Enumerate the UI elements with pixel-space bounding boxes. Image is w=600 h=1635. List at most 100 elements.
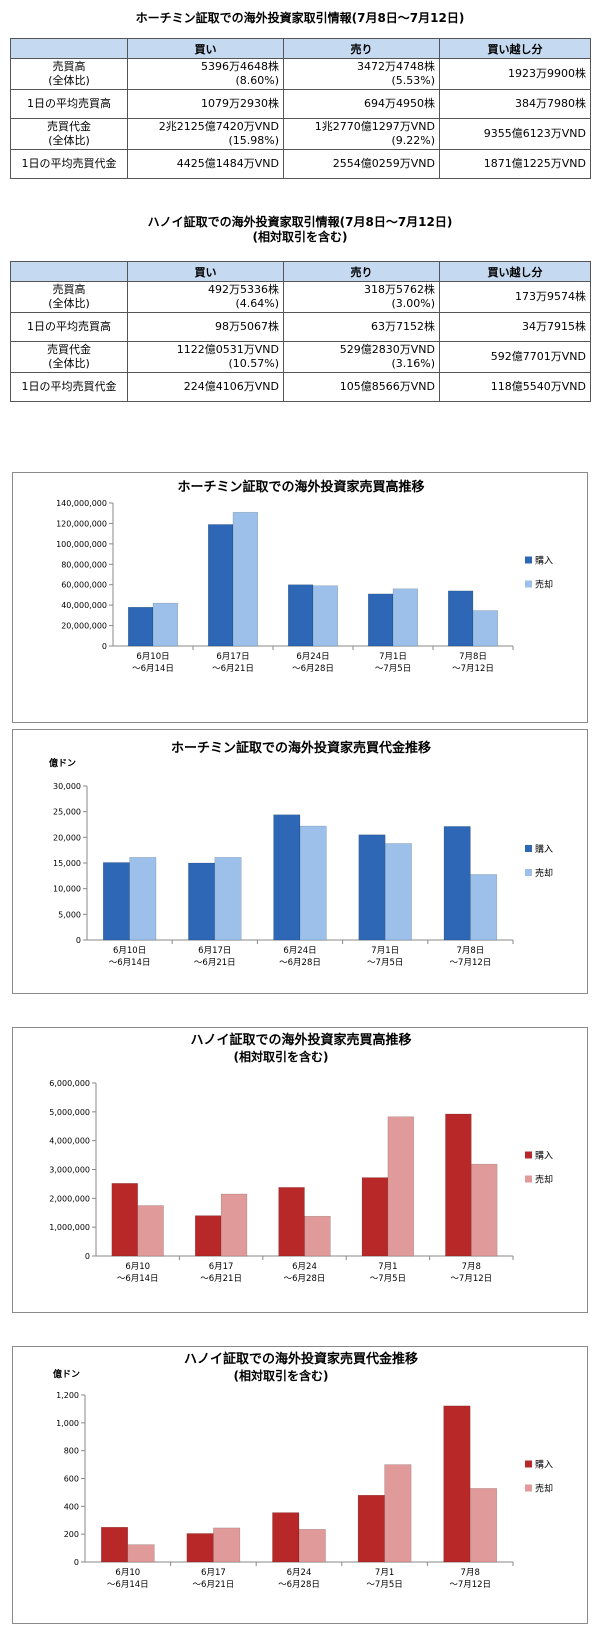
bar-sell [232,511,259,647]
legend-label: 売却 [535,867,553,879]
y-tick-label: 20,000 [53,833,81,842]
bar-sell [304,1215,331,1257]
bar-buy [102,862,130,941]
x-tick-label: ～6月28日 [279,958,321,968]
chart-title: ハノイ証取での海外投資家売買代金推移 [184,1351,418,1367]
hcm-volume-chart-svg: ホーチミン証取での海外投資家売買高推移 0 20,000,000 40,000,000… [56,479,553,674]
legend-swatch [525,1151,532,1159]
hcm-table-title: ホーチミン証取での海外投資家取引情報(7月8日～7月12日) [135,11,465,25]
bar-sell [220,1193,248,1257]
row-label: 1日の平均売買代金 [10,372,128,402]
bar-sell [384,1464,412,1563]
bar-sell [392,588,419,647]
hcm-value-chart: ホーチミン証取での海外投資家売買代金推移 億ドン 0 5,000 10,000 15,00… [12,729,588,994]
y-tick-label: 15,000 [53,859,81,868]
bar-sell [129,857,157,941]
net-cell: 9355億6123万VND [439,118,591,150]
net-cell: 173万9574株 [439,281,591,313]
row-label: 1日の平均売買高 [10,312,128,342]
buy-cell: 1079万2930株 [127,89,284,119]
net-cell: 34万7915株 [439,312,591,342]
chart-subtitle: (相対取引を含む) [234,1368,329,1383]
bar-buy [287,584,314,647]
bar-buy [273,814,301,941]
y-tick-label: 1,200 [56,1391,79,1400]
sell-cell: 63万7152株 [283,312,440,342]
x-tick-label: 6月10日 [136,652,169,662]
x-tick-label: ～7月12日 [450,958,492,968]
y-tick-label: 40,000,000 [61,601,107,610]
bar-buy [186,1533,214,1563]
x-tick-label: ～6月14日 [132,664,174,674]
net-cell: 1923万9900株 [439,58,591,90]
header-blank [10,38,128,59]
x-tick-label: ～6月21日 [194,958,236,968]
x-tick-label: ～6月21日 [200,1274,242,1284]
sell-cell: 2554億0259万VND [283,149,440,179]
x-tick-label: ～7月5日 [375,664,411,674]
bar-sell [137,1205,164,1257]
x-tick-label: 7月1日 [379,652,407,662]
legend-swatch [525,845,532,852]
bar-sell [299,825,327,941]
legend-swatch [525,869,532,876]
x-tick-label: ～6月14日 [117,1274,159,1284]
bar-sell [298,1529,326,1563]
bar-buy [447,590,474,647]
x-tick-label: ～7月5日 [366,1580,402,1590]
y-tick-label: 10,000 [53,885,81,894]
x-tick-label: 6月24日 [296,652,329,662]
y-tick-label: 100,000,000 [56,540,107,549]
legend-swatch [525,556,532,564]
table-row: 1日の平均売買高 98万5067株 63万7152株 34万7915株 [10,312,591,342]
bar-buy [101,1526,129,1563]
legend-label: 購入 [535,1150,553,1162]
x-tick-label: ～7月5日 [370,1274,406,1284]
y-tick-label: 200 [64,1530,79,1539]
bar-sell [387,1116,415,1257]
bar-sell [214,857,242,941]
buy-cell: 492万5336株 (4.64%) [127,281,284,313]
legend-label: 購入 [535,1459,553,1471]
bar-buy [367,593,394,647]
hn-value-chart: ハノイ証取での海外投資家売買代金推移 (相対取引を含む) 億ドン 0 200 400 600… [12,1346,588,1624]
legend-swatch [525,1175,532,1183]
x-tick-label: ～6月21日 [193,1580,235,1590]
chart-subtitle: (相対取引を含む) [234,1049,329,1064]
y-tick-label: 1,000,000 [49,1223,90,1232]
y-tick-label: 6,000,000 [49,1079,90,1088]
y-tick-label: 60,000,000 [61,581,107,590]
net-cell: 118億5540万VND [439,372,591,402]
row-label: 売買代金 (全体比) [10,341,128,373]
x-tick-label: 7月8 [461,1568,480,1578]
hcm-volume-chart: ホーチミン証取での海外投資家売買高推移 0 20,000,000 40,000,000… [12,472,588,723]
row-label: 売買高 (全体比) [10,281,128,313]
row-label: 売買高 (全体比) [10,58,128,90]
sell-cell: 1兆2770億1297万VND (9.22%) [283,118,440,150]
x-tick-label: 7月8日 [456,946,484,956]
y-tick-label: 80,000,000 [61,560,107,569]
x-tick-label: 6月10日 [113,946,146,956]
y-tick-label: 0 [85,1252,90,1261]
bar-buy [443,1405,471,1563]
buy-cell: 224億4106万VND [127,372,284,402]
sell-cell: 529億2830万VND (3.16%) [283,341,440,373]
x-tick-label: ～6月14日 [107,1580,149,1590]
header-net-buy: 買い越し分 [439,38,591,59]
hn-value-chart-svg: ハノイ証取での海外投資家売買代金推移(相対取引を含む) 億ドン 0 200 400 600… [53,1351,553,1590]
x-tick-label: ～6月14日 [109,958,151,968]
y-tick-label: 400 [64,1502,79,1511]
table-row: 売買高 (全体比) 5396万4648株 (8.60%) 3472万4748株 (5.… [10,58,591,90]
bar-sell [470,874,498,941]
bar-sell [312,585,339,647]
sell-cell: 3472万4748株 (5.53%) [283,58,440,90]
bar-buy [127,606,154,647]
y-tick-label: 600 [64,1475,79,1484]
table-row: 1日の平均売買高 1079万2930株 694万4950株 384万7980株 [10,89,591,119]
buy-cell: 2兆2125億7420万VND (15.98%) [127,118,284,150]
y-tick-label: 30,000 [53,782,81,791]
x-tick-label: 6月17日 [198,946,231,956]
y-tick-label: 5,000 [58,910,81,919]
bar-sell [152,602,179,647]
header-blank [10,261,128,282]
